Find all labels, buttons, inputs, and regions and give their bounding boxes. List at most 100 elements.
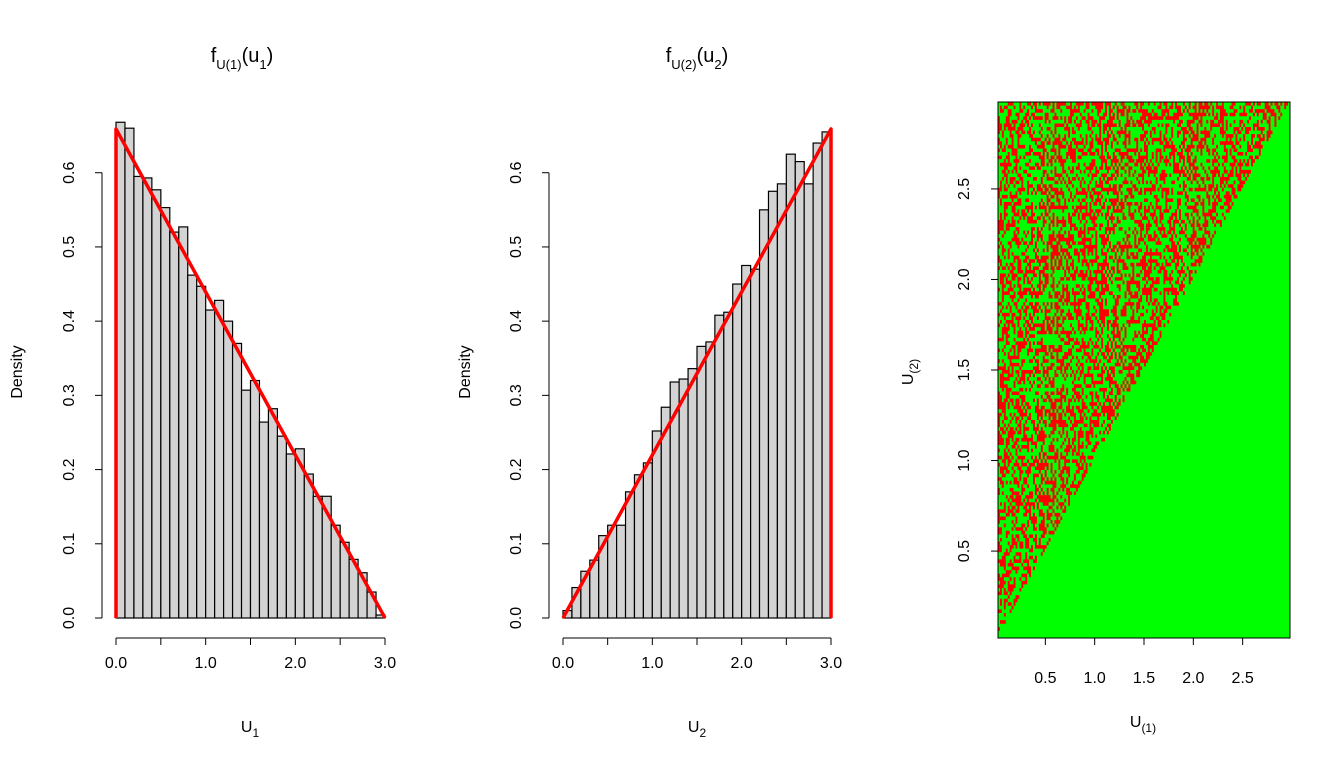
x-tick-label: 0.5 xyxy=(1034,670,1056,687)
histogram-bars xyxy=(115,121,386,619)
y-axis-label: Density xyxy=(457,345,474,398)
x-tick-label: 1.0 xyxy=(1084,670,1106,687)
y-tick-label: 0.3 xyxy=(61,384,78,406)
y-tick-label: 2.5 xyxy=(956,178,973,200)
histogram-bar xyxy=(794,160,805,619)
density-line xyxy=(114,127,387,619)
histogram-bar xyxy=(776,183,787,619)
x-axis: 0.0 1.0 2.0 3.0 xyxy=(105,637,396,672)
x-tick-label: 0.0 xyxy=(105,655,127,672)
x-tick-label: 0.0 xyxy=(552,655,574,672)
histogram-bar xyxy=(276,435,287,619)
y-tick-label: 0.0 xyxy=(61,607,78,629)
histogram-bar xyxy=(214,299,225,619)
y-tick-label: 0.0 xyxy=(508,607,525,629)
x-tick-label: 1.0 xyxy=(195,655,217,672)
x-axis: 0.5 1.0 1.5 2.0 2.5 xyxy=(1034,637,1254,687)
histogram-bar xyxy=(303,473,314,619)
panel-title: fU(1)(u1) xyxy=(211,45,274,72)
histogram-bar xyxy=(642,462,653,619)
histogram-bar xyxy=(767,190,778,619)
histogram-bar xyxy=(741,264,752,619)
histogram-bar xyxy=(294,448,305,619)
y-tick-label: 0.6 xyxy=(508,162,525,184)
y-tick-label: 1.5 xyxy=(956,359,973,381)
x-tick-label: 2.0 xyxy=(1182,670,1204,687)
histogram-bar xyxy=(151,189,162,619)
y-tick-label: 0.1 xyxy=(61,533,78,555)
histogram-bar xyxy=(258,421,270,619)
histogram-bar xyxy=(723,311,734,619)
histogram-bar xyxy=(705,341,716,619)
histogram-bar xyxy=(749,268,761,619)
heatmap-panel: 0.5 1.0 1.5 2.0 2.5 0.5 1.0 1.5 2.0 2.5 U(1) U(2… xyxy=(900,101,1291,735)
x-tick-label: 2.0 xyxy=(284,655,306,672)
y-tick-label: 0.1 xyxy=(508,533,525,555)
density-line xyxy=(561,127,833,619)
y-axis: 0.0 0.1 0.2 0.3 0.4 0.5 0.6 xyxy=(508,162,550,629)
y-tick-label: 0.5 xyxy=(61,236,78,258)
y-axis-label: U(2) xyxy=(900,359,921,385)
x-axis-label: U(1) xyxy=(1130,714,1156,735)
y-axis: 0.0 0.1 0.2 0.3 0.4 0.5 0.6 xyxy=(61,162,103,629)
histogram-panel-u1: fU(1)(u1) 0.0 0.1 0.2 0.3 0.4 0.5 0.6 0.0 1.0 2.… xyxy=(9,45,396,740)
y-axis: 0.5 1.0 1.5 2.0 2.5 xyxy=(956,178,998,562)
histogram-bar xyxy=(124,127,135,619)
histogram-bar xyxy=(249,379,261,619)
y-tick-label: 0.5 xyxy=(956,540,973,562)
x-axis: 0.0 1.0 2.0 3.0 xyxy=(552,637,842,672)
histogram-bar xyxy=(187,274,198,619)
histogram-bar xyxy=(231,342,243,619)
histogram-bar xyxy=(615,524,627,619)
x-tick-label: 1.5 xyxy=(1133,670,1155,687)
histogram-bar xyxy=(607,524,618,619)
x-tick-label: 2.0 xyxy=(731,655,753,672)
y-tick-label: 0.2 xyxy=(508,458,525,480)
histogram-bar xyxy=(803,183,814,619)
histogram-bar xyxy=(651,430,662,619)
histogram-bar xyxy=(633,474,644,619)
histogram-bar xyxy=(205,309,216,619)
heatmap-cells xyxy=(998,102,1289,631)
y-tick-label: 1.0 xyxy=(956,449,973,471)
y-tick-label: 0.5 xyxy=(508,236,525,258)
histogram-bar xyxy=(178,226,189,619)
histogram-bar xyxy=(812,142,823,619)
x-tick-label: 1.0 xyxy=(641,655,663,672)
y-tick-label: 2.0 xyxy=(956,268,973,290)
y-tick-label: 0.4 xyxy=(508,310,525,332)
heatmap-red-cells xyxy=(998,102,1289,631)
x-tick-label: 3.0 xyxy=(820,655,842,672)
histogram-bar xyxy=(687,368,698,619)
x-tick-label: 3.0 xyxy=(374,655,396,672)
histogram-bar xyxy=(732,283,743,619)
histogram-bar xyxy=(196,285,207,619)
y-axis-label: Density xyxy=(9,345,26,398)
histogram-bar xyxy=(714,314,725,619)
histogram-bar xyxy=(240,389,252,619)
histogram-bar xyxy=(223,320,234,619)
histogram-bar xyxy=(267,408,278,619)
histogram-panel-u2: fU(2)(u2) 0.0 0.1 0.2 0.3 0.4 0.5 0.6 0.0 1.0 2.… xyxy=(457,45,842,740)
y-tick-label: 0.3 xyxy=(508,384,525,406)
y-tick-label: 0.6 xyxy=(61,162,78,184)
x-tick-label: 2.5 xyxy=(1232,670,1254,687)
panel-title: fU(2)(u2) xyxy=(666,45,729,72)
histogram-bar xyxy=(758,209,770,619)
histogram-bar xyxy=(142,177,153,619)
histogram-bar xyxy=(285,453,296,619)
histogram-bar xyxy=(696,345,707,619)
histogram-bar xyxy=(133,175,144,619)
x-axis-label: U2 xyxy=(688,719,707,740)
histogram-bar xyxy=(678,378,689,619)
histogram-bar xyxy=(624,491,636,619)
histogram-bar xyxy=(785,153,796,619)
histogram-bar xyxy=(169,231,180,619)
y-tick-label: 0.4 xyxy=(61,310,78,332)
x-axis-label: U1 xyxy=(241,719,260,740)
histogram-bar xyxy=(160,207,171,619)
histogram-bar xyxy=(330,524,341,619)
histogram-bar xyxy=(312,495,323,619)
y-tick-label: 0.2 xyxy=(61,458,78,480)
